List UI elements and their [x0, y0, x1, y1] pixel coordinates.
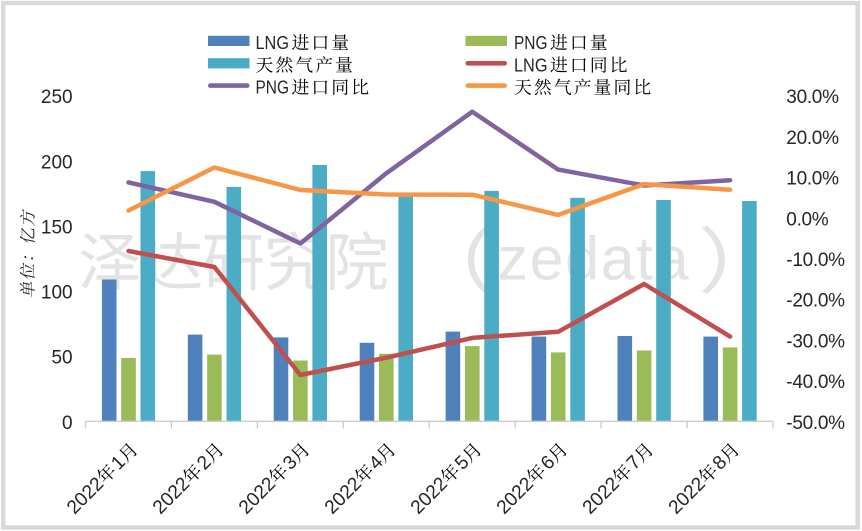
svg-text:10.0%: 10.0% [786, 169, 839, 190]
svg-text:-20.0%: -20.0% [786, 291, 845, 312]
svg-text:-50.0%: -50.0% [786, 413, 845, 434]
svg-text:200: 200 [41, 152, 73, 173]
svg-text:250: 250 [41, 87, 73, 108]
svg-text:30.0%: 30.0% [786, 87, 839, 108]
svg-text:LNG: LNG [514, 55, 548, 75]
svg-text:-10.0%: -10.0% [786, 250, 845, 271]
svg-text:PNG: PNG [514, 33, 548, 53]
svg-text:20.0%: 20.0% [786, 128, 839, 149]
svg-text:-30.0%: -30.0% [786, 331, 845, 352]
svg-text:50: 50 [51, 348, 72, 369]
svg-text:100: 100 [41, 283, 73, 304]
svg-text:150: 150 [41, 217, 73, 238]
svg-text:LNG: LNG [256, 33, 290, 53]
svg-text:PNG: PNG [256, 78, 290, 98]
svg-text:0.0%: 0.0% [786, 209, 829, 230]
svg-text:0: 0 [62, 413, 73, 434]
svg-text:-40.0%: -40.0% [786, 372, 845, 393]
